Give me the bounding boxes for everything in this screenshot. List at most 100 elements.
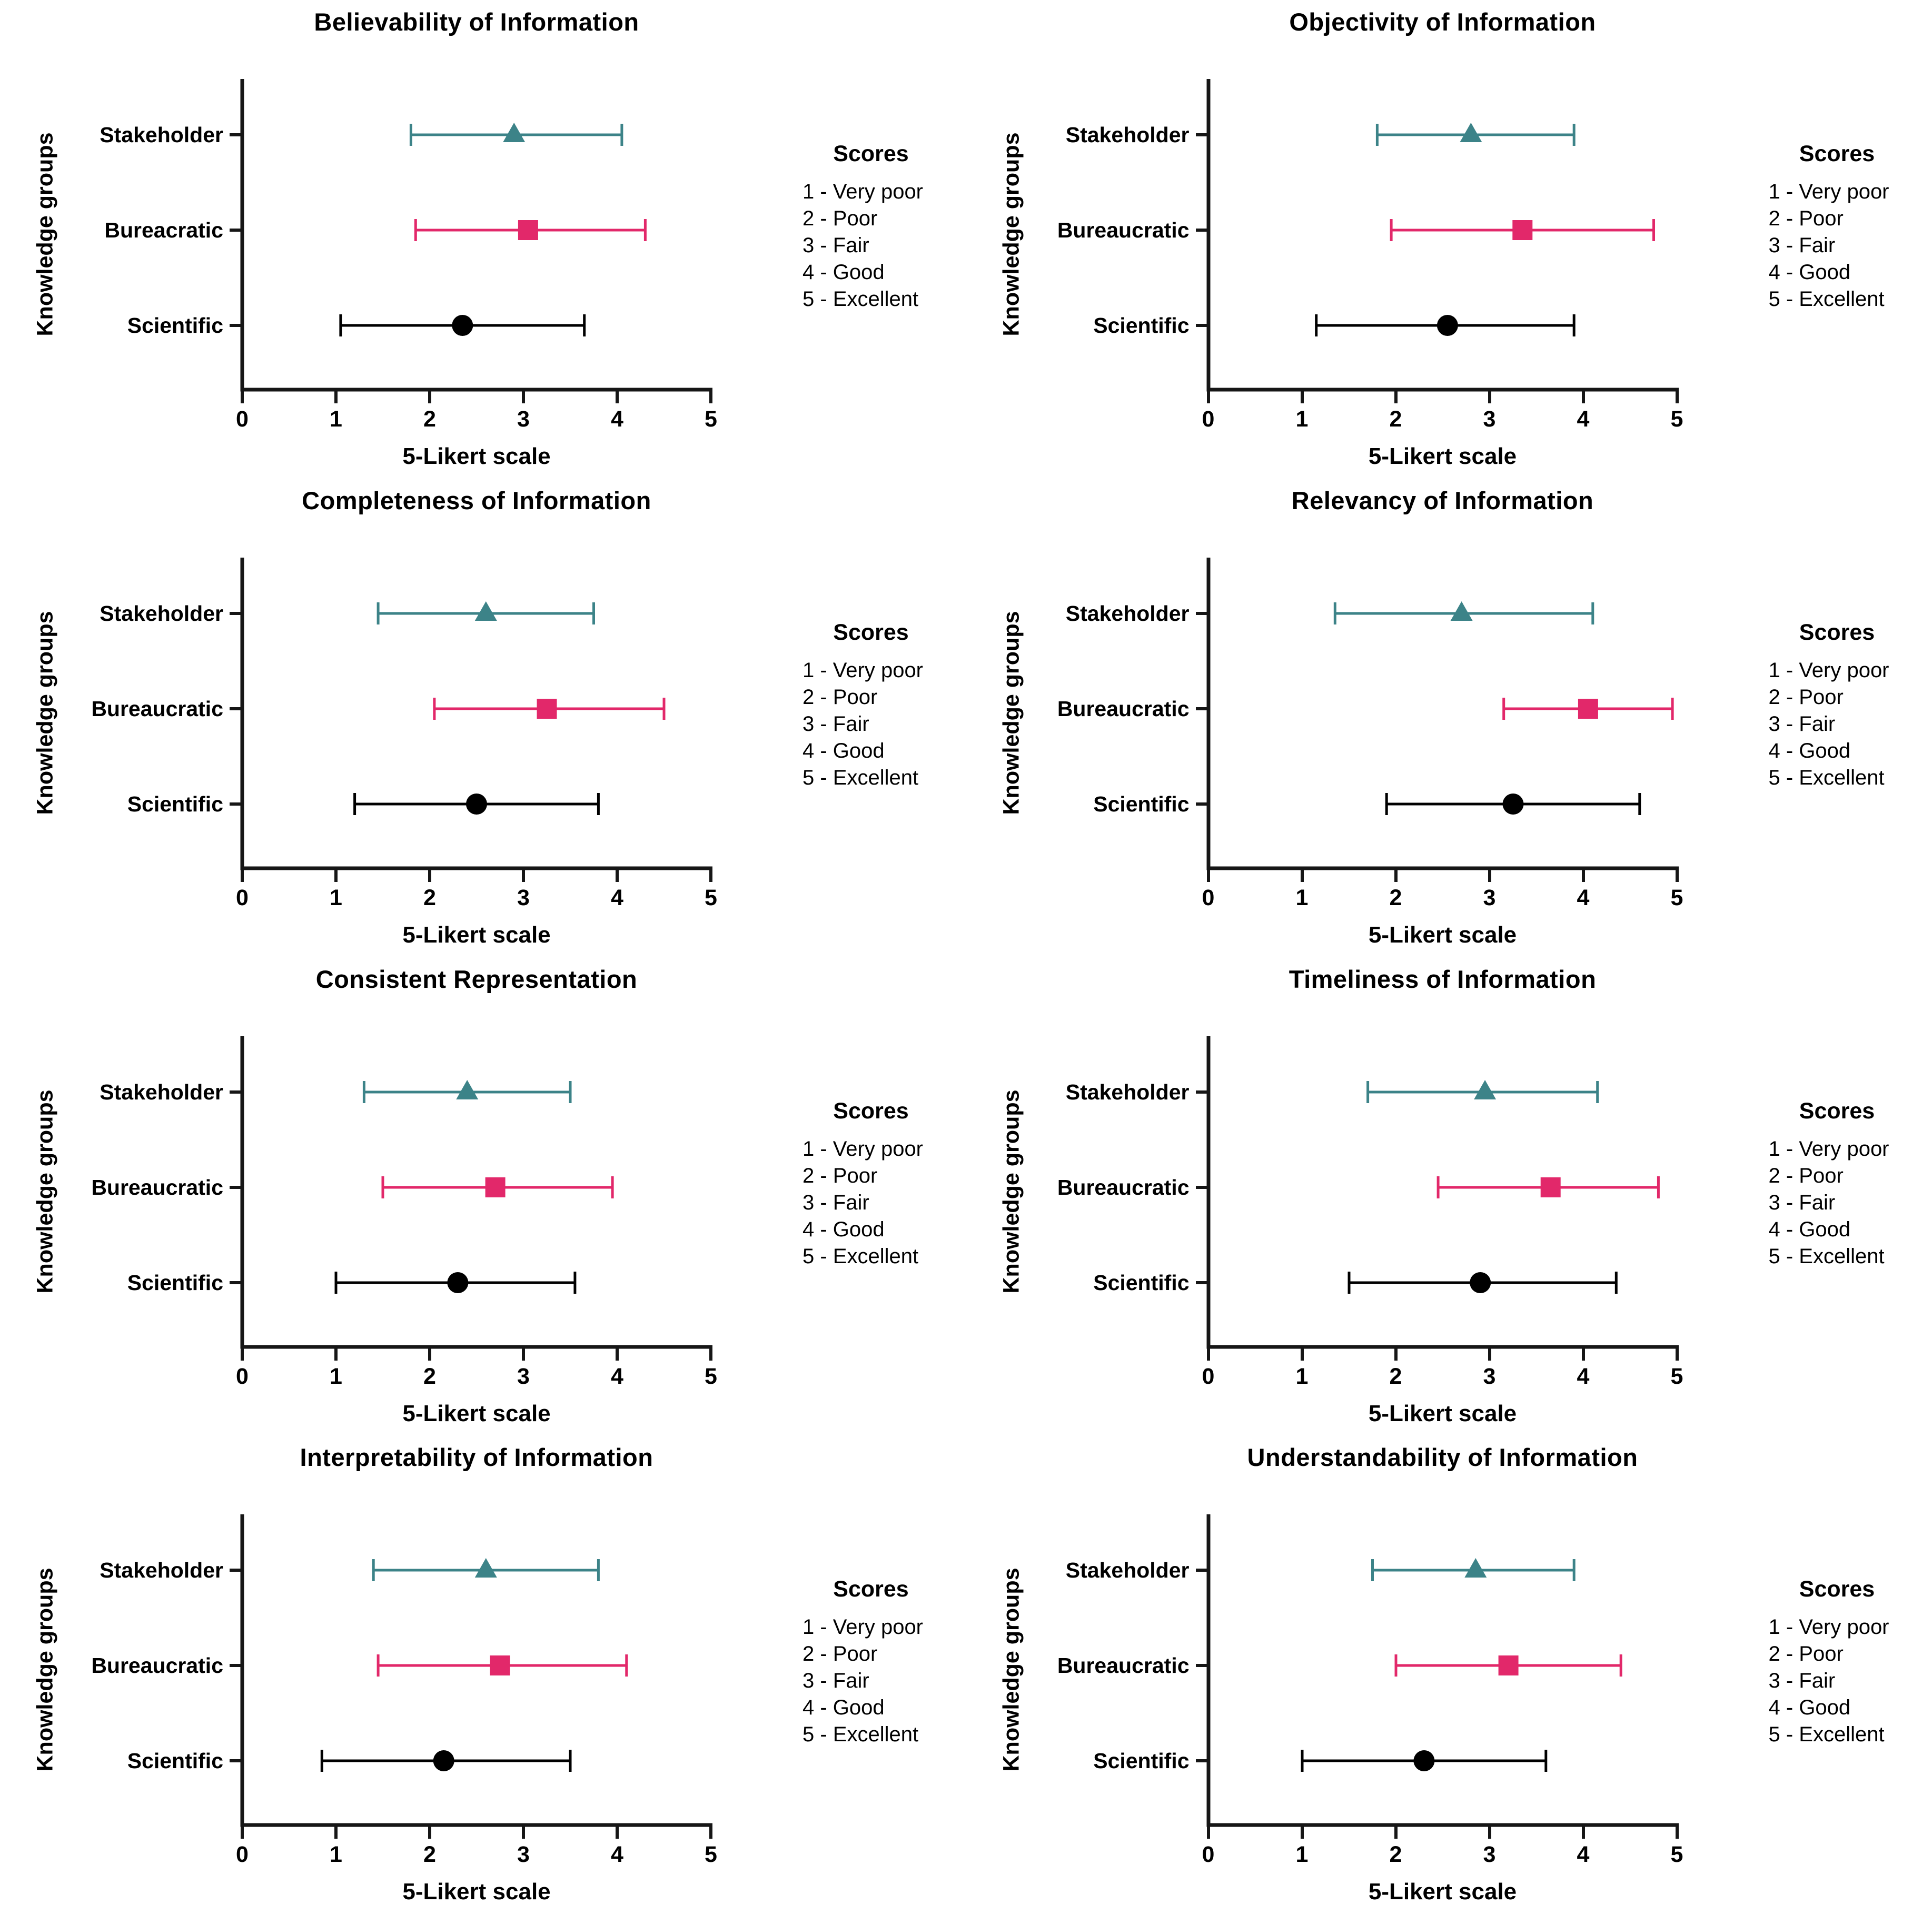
x-axis-label: 5-Likert scale bbox=[402, 443, 551, 469]
legend-item: 1 - Very poor bbox=[802, 1137, 924, 1161]
scores-legend: Scores 1 - Very poor 2 - Poor 3 - Fair 4… bbox=[802, 141, 960, 313]
x-tick-label: 4 bbox=[1577, 1842, 1590, 1868]
legend-item: 1 - Very poor bbox=[1768, 1615, 1889, 1639]
x-tick-label: 5 bbox=[1670, 885, 1683, 910]
legend-item: 1 - Very poor bbox=[802, 658, 924, 682]
x-tick-label: 0 bbox=[1202, 1842, 1215, 1868]
x-tick-label: 2 bbox=[1389, 885, 1402, 910]
scores-legend: Scores 1 - Very poor 2 - Poor 3 - Fair 4… bbox=[802, 1098, 960, 1270]
legend-item: 3 - Fair bbox=[1768, 1191, 1836, 1214]
legend-item: 3 - Fair bbox=[1768, 1669, 1836, 1693]
plot-svg bbox=[230, 1514, 712, 1839]
x-tick-label: 3 bbox=[517, 885, 530, 910]
chart-title: Consistent Representation bbox=[315, 965, 638, 993]
plot-svg bbox=[1195, 1036, 1679, 1361]
legend-item: 2 - Poor bbox=[802, 1642, 878, 1666]
legend-item: 1 - Very poor bbox=[1768, 180, 1889, 203]
x-tick-label: 1 bbox=[1295, 406, 1309, 432]
x-tick-label: 3 bbox=[1483, 406, 1496, 432]
category-label-bureaucratic: Bureacratic bbox=[104, 218, 223, 242]
chart-panel: Objectivity of Information Knowledge gro… bbox=[966, 0, 1932, 479]
category-label-stakeholder: Stakeholder bbox=[100, 1558, 223, 1583]
x-tick-label: 5 bbox=[1670, 406, 1683, 432]
category-label-bureaucratic: Bureaucratic bbox=[1057, 1175, 1190, 1199]
category-label-bureaucratic: Bureaucratic bbox=[1057, 696, 1190, 721]
x-tick-label: 1 bbox=[330, 885, 342, 910]
mean-marker-square-icon bbox=[490, 1655, 510, 1676]
x-tick-label: 5 bbox=[1670, 1842, 1683, 1868]
legend-item: 1 - Very poor bbox=[802, 180, 924, 203]
category-label-scientific: Scientific bbox=[1093, 1749, 1190, 1773]
x-tick-label: 5 bbox=[705, 885, 717, 910]
category-label-stakeholder: Stakeholder bbox=[1065, 1079, 1190, 1104]
mean-marker-square-icon bbox=[518, 220, 538, 240]
mean-marker-triangle-icon bbox=[1459, 123, 1482, 142]
legend-item: 4 - Good bbox=[802, 1696, 885, 1720]
x-tick-label: 1 bbox=[330, 1842, 342, 1868]
x-tick-label: 5 bbox=[705, 406, 717, 432]
mean-marker-circle-icon bbox=[452, 315, 473, 336]
mean-marker-circle-icon bbox=[1502, 793, 1523, 815]
legend-item: 1 - Very poor bbox=[802, 1615, 924, 1639]
chart-panel: Believability of Information Knowledge g… bbox=[0, 0, 966, 479]
x-tick-label: 4 bbox=[611, 1842, 623, 1868]
x-axis-label: 5-Likert scale bbox=[1368, 1879, 1517, 1905]
x-tick-label: 2 bbox=[423, 885, 436, 910]
mean-marker-triangle-icon bbox=[1464, 1558, 1487, 1578]
chart-panel: Timeliness of Information Knowledge grou… bbox=[966, 957, 1932, 1436]
legend-item: 5 - Excellent bbox=[1768, 766, 1885, 789]
legend-item: 4 - Good bbox=[1768, 739, 1851, 762]
legend-title: Scores bbox=[833, 1576, 909, 1602]
x-tick-label: 4 bbox=[1577, 406, 1590, 432]
legend-item: 4 - Good bbox=[802, 261, 885, 284]
x-tick-label: 3 bbox=[1483, 1363, 1496, 1389]
chart-title: Understandability of Information bbox=[1247, 1443, 1638, 1472]
legend-item: 4 - Good bbox=[1768, 1217, 1851, 1241]
x-tick-label: 4 bbox=[1577, 1363, 1590, 1389]
legend-item: 2 - Poor bbox=[802, 1164, 878, 1187]
category-label-scientific: Scientific bbox=[127, 1749, 223, 1773]
mean-marker-triangle-icon bbox=[474, 1558, 497, 1578]
legend-title: Scores bbox=[1799, 619, 1875, 645]
category-label-stakeholder: Stakeholder bbox=[100, 123, 223, 147]
x-tick-label: 0 bbox=[1202, 1363, 1215, 1389]
scores-legend: Scores 1 - Very poor 2 - Poor 3 - Fair 4… bbox=[1769, 141, 1927, 313]
legend-item: 5 - Excellent bbox=[802, 1244, 919, 1268]
scores-legend: Scores 1 - Very poor 2 - Poor 3 - Fair 4… bbox=[802, 1576, 960, 1748]
legend-item: 4 - Good bbox=[802, 1217, 885, 1241]
x-tick-label: 3 bbox=[1483, 885, 1496, 910]
legend-item: 3 - Fair bbox=[802, 1669, 869, 1693]
category-label-stakeholder: Stakeholder bbox=[100, 1079, 223, 1104]
mean-marker-circle-icon bbox=[466, 793, 487, 815]
legend-item: 1 - Very poor bbox=[1768, 1137, 1889, 1161]
legend-title: Scores bbox=[1799, 141, 1875, 166]
plot-svg bbox=[1195, 1514, 1679, 1839]
plot-svg bbox=[230, 1036, 712, 1361]
category-label-stakeholder: Stakeholder bbox=[1065, 1558, 1190, 1583]
category-label-bureaucratic: Bureaucratic bbox=[91, 696, 223, 721]
chart-title: Completeness of Information bbox=[302, 486, 651, 514]
legend-item: 2 - Poor bbox=[1768, 207, 1844, 230]
x-tick-label: 4 bbox=[611, 1363, 623, 1389]
legend-title: Scores bbox=[833, 1098, 909, 1124]
legend-title: Scores bbox=[833, 619, 909, 645]
category-label-scientific: Scientific bbox=[1093, 313, 1190, 338]
x-axis-label: 5-Likert scale bbox=[1368, 921, 1517, 948]
x-tick-label: 2 bbox=[1389, 406, 1402, 432]
mean-marker-triangle-icon bbox=[1450, 601, 1473, 621]
mean-marker-circle-icon bbox=[433, 1750, 454, 1772]
x-axis-label: 5-Likert scale bbox=[1368, 1400, 1517, 1426]
x-tick-label: 2 bbox=[1389, 1842, 1402, 1868]
x-tick-label: 3 bbox=[1483, 1842, 1496, 1868]
x-tick-label: 4 bbox=[1577, 885, 1590, 910]
mean-marker-square-icon bbox=[1512, 220, 1532, 240]
mean-marker-triangle-icon bbox=[1473, 1079, 1496, 1099]
plot-svg bbox=[230, 79, 712, 403]
legend-item: 3 - Fair bbox=[1768, 234, 1836, 257]
legend-item: 3 - Fair bbox=[1768, 712, 1836, 736]
legend-item: 5 - Excellent bbox=[1768, 287, 1885, 311]
mean-marker-triangle-icon bbox=[503, 123, 526, 142]
legend-title: Scores bbox=[1799, 1098, 1875, 1124]
chart-title: Interpretability of Information bbox=[300, 1443, 653, 1472]
